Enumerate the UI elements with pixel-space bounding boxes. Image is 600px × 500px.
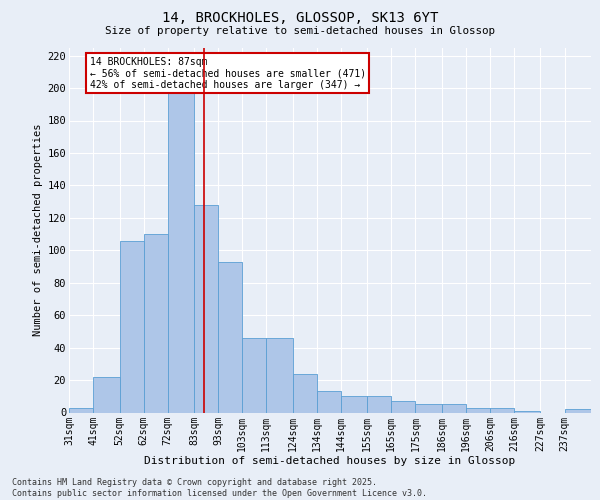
Bar [514,411,541,412]
Bar [442,404,466,412]
Bar [391,401,415,412]
Bar [69,408,93,412]
Text: 14, BROCKHOLES, GLOSSOP, SK13 6YT: 14, BROCKHOLES, GLOSSOP, SK13 6YT [162,11,438,25]
Bar [194,205,218,412]
Text: Size of property relative to semi-detached houses in Glossop: Size of property relative to semi-detach… [105,26,495,36]
Bar [293,374,317,412]
Bar [266,338,293,412]
Text: Contains HM Land Registry data © Crown copyright and database right 2025.
Contai: Contains HM Land Registry data © Crown c… [12,478,427,498]
Y-axis label: Number of semi-detached properties: Number of semi-detached properties [34,124,43,336]
Bar [218,262,242,412]
Bar [490,408,514,412]
Bar [565,410,591,412]
Bar [242,338,266,412]
X-axis label: Distribution of semi-detached houses by size in Glossop: Distribution of semi-detached houses by … [145,456,515,466]
Bar [341,396,367,412]
Bar [119,240,143,412]
Bar [317,392,341,412]
Text: 14 BROCKHOLES: 87sqm
← 56% of semi-detached houses are smaller (471)
42% of semi: 14 BROCKHOLES: 87sqm ← 56% of semi-detac… [90,56,366,90]
Bar [466,408,490,412]
Bar [415,404,442,412]
Bar [93,377,119,412]
Bar [167,85,194,412]
Bar [143,234,167,412]
Bar [367,396,391,412]
